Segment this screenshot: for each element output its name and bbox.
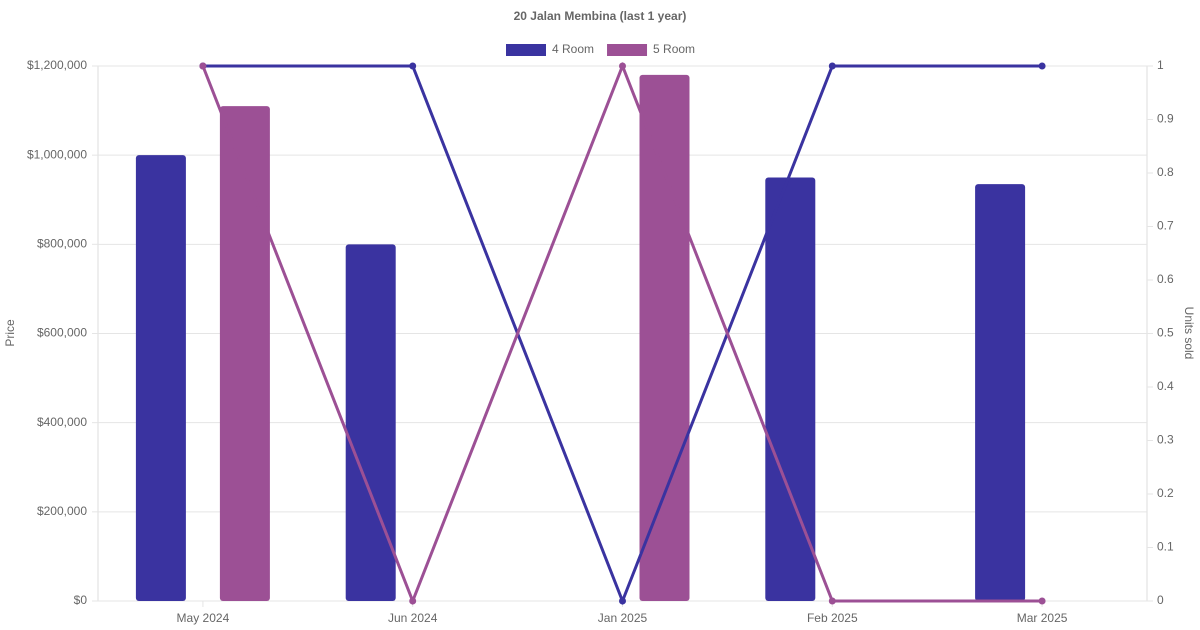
y-tick-label: $600,000	[37, 326, 87, 340]
units-point	[1038, 597, 1046, 605]
units-point	[409, 597, 417, 605]
units-point	[619, 597, 626, 605]
x-tick-label: Feb 2025	[807, 611, 858, 625]
units-point	[619, 62, 626, 70]
y2-tick-label: 0.2	[1157, 486, 1174, 500]
y-tick-label: $1,200,000	[27, 58, 87, 72]
legend-swatch	[607, 44, 648, 56]
y2-axis-title: Units sold	[1182, 307, 1196, 360]
bar	[765, 177, 816, 602]
units-point	[828, 597, 836, 605]
x-tick-label: Jun 2024	[388, 611, 438, 625]
y2-tick-label: 0.5	[1157, 326, 1174, 340]
y2-tick-label: 0.4	[1157, 379, 1174, 393]
y2-tick-label: 0.6	[1157, 272, 1174, 286]
y2-tick-label: 0.8	[1157, 165, 1174, 179]
legend-label: 5 Room	[653, 42, 695, 56]
x-tick-label: May 2024	[177, 611, 230, 625]
y2-tick-label: 0.7	[1157, 219, 1174, 233]
units-point	[409, 62, 417, 70]
bar	[639, 74, 690, 601]
y2-tick-label: 0.3	[1157, 433, 1174, 447]
y-tick-label: $1,000,000	[27, 147, 87, 161]
bar	[135, 155, 186, 601]
y-tick-label: $800,000	[37, 237, 87, 251]
units-point	[828, 62, 836, 70]
y-tick-label: $400,000	[37, 415, 87, 429]
legend-swatch	[506, 44, 546, 56]
bar	[345, 244, 396, 602]
legend-label: 4 Room	[552, 42, 594, 56]
y-tick-label: $200,000	[37, 504, 87, 518]
units-point	[1038, 62, 1046, 70]
bar	[975, 184, 1026, 602]
y2-tick-label: 0	[1157, 593, 1164, 607]
y-tick-label: $0	[74, 593, 88, 607]
x-tick-label: Mar 2025	[1017, 611, 1068, 625]
bar	[219, 106, 270, 601]
y2-tick-label: 1	[1157, 58, 1164, 72]
y2-tick-label: 0.1	[1157, 540, 1174, 554]
x-tick-label: Jan 2025	[598, 611, 648, 625]
y2-tick-label: 0.9	[1157, 112, 1174, 126]
y-axis-title: Price	[3, 319, 17, 347]
units-point	[199, 62, 207, 70]
chart-title: 20 Jalan Membina (last 1 year)	[514, 9, 687, 23]
